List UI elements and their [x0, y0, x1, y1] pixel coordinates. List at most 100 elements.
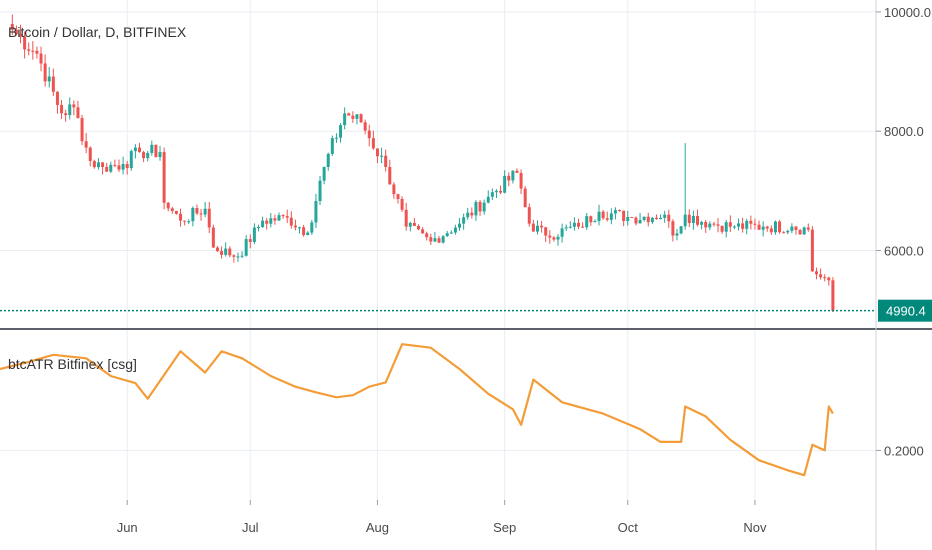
candle-body: [363, 122, 367, 131]
candle-body: [650, 217, 654, 223]
candle-body: [306, 232, 310, 236]
candle-body: [626, 217, 630, 222]
candle-body: [761, 226, 765, 230]
candle-body: [654, 217, 658, 220]
candle-body: [519, 172, 523, 189]
candle-body: [92, 161, 96, 168]
candle-body: [593, 221, 597, 223]
candle-body: [154, 144, 158, 158]
candle-body: [646, 216, 650, 223]
candle-body: [540, 225, 544, 228]
candle-body: [724, 222, 728, 232]
candle-body: [170, 208, 174, 212]
candle-body: [556, 236, 560, 240]
candle-body: [622, 210, 626, 222]
candle-body: [470, 212, 474, 216]
candle-body: [663, 214, 667, 218]
candle-body: [19, 33, 23, 37]
candle-body: [589, 216, 593, 223]
candle-body: [597, 211, 601, 222]
candle-body: [129, 151, 133, 169]
candle-body: [507, 175, 511, 181]
candle-body: [425, 233, 429, 238]
candle-body: [150, 144, 154, 153]
candle-body: [47, 76, 51, 82]
time-tick-label: Jun: [117, 520, 138, 535]
candle-body: [474, 201, 478, 216]
candle-body: [819, 274, 823, 278]
candle-body: [687, 214, 691, 224]
last-price-badge: 4990.4: [878, 299, 932, 322]
candle-body: [716, 224, 720, 226]
candle-body: [437, 238, 441, 243]
candle-body: [138, 147, 141, 153]
candle-body: [737, 223, 741, 227]
candle-body: [773, 221, 777, 233]
candle-body: [798, 229, 802, 235]
candle-body: [174, 211, 178, 214]
candle-body: [778, 221, 782, 233]
candle-body: [158, 152, 162, 158]
candle-body: [195, 208, 199, 214]
candle-body: [113, 164, 117, 166]
candle-body: [408, 222, 412, 227]
candle-body: [162, 152, 166, 203]
candle-body: [708, 223, 712, 228]
candle-body: [827, 277, 831, 281]
candle-body: [564, 227, 568, 229]
symbol-title: Bitcoin / Dollar, D, BITFINEX: [8, 24, 187, 40]
candle-body: [179, 213, 183, 221]
candle-body: [339, 125, 343, 138]
candle-body: [293, 225, 297, 228]
candle-body: [347, 113, 351, 116]
candle-body: [96, 162, 100, 168]
candle-body: [749, 220, 753, 224]
candle-body: [232, 255, 236, 257]
candle-body: [638, 219, 642, 224]
candle-body: [68, 104, 72, 116]
candle-body: [384, 155, 388, 167]
candle-body: [601, 211, 605, 219]
candle-body: [667, 214, 671, 222]
time-tick-label: Nov: [743, 520, 767, 535]
time-axis: Jun Jul Aug Sep Oct Nov: [117, 500, 767, 535]
candle-body: [449, 232, 453, 234]
candle-body: [605, 218, 609, 220]
indicator-title: btcATR Bitfinex [csg]: [8, 356, 137, 372]
candle-body: [478, 201, 482, 212]
candle-body: [330, 138, 334, 154]
candle-body: [814, 271, 818, 275]
price-tick-label: 10000.0: [884, 5, 931, 20]
candle-body: [322, 166, 326, 181]
candle-body: [659, 217, 663, 220]
candle-body: [146, 152, 150, 159]
candle-body: [289, 217, 293, 226]
candle-body: [166, 202, 170, 209]
candle-body: [568, 226, 572, 228]
candle-body: [806, 227, 810, 230]
candle-body: [696, 215, 699, 225]
candle-body: [544, 227, 548, 236]
candle-body: [10, 24, 14, 30]
candle-body: [552, 237, 556, 240]
candle-body: [191, 208, 195, 222]
candle-body: [790, 226, 794, 231]
candle-body: [404, 209, 408, 227]
candle-body: [273, 218, 277, 221]
candle-body: [318, 180, 322, 202]
candle-body: [642, 216, 646, 220]
candle-body: [183, 220, 187, 222]
candle-body: [244, 239, 248, 256]
candle-body: [613, 210, 617, 214]
candle-body: [810, 229, 814, 272]
candle-body: [732, 226, 736, 228]
candle-body: [765, 226, 769, 229]
candle-body: [371, 138, 375, 149]
price-tick-label: 8000.0: [884, 124, 924, 139]
candle-body: [433, 238, 437, 242]
candle-body: [84, 141, 88, 148]
candle-body: [490, 192, 494, 197]
candle-body: [133, 147, 137, 152]
candle-body: [585, 216, 589, 228]
